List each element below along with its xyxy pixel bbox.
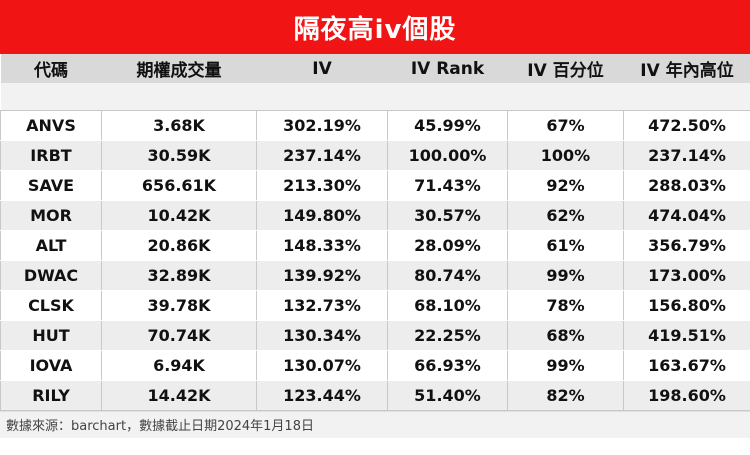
- source-note: 數據來源：barchart，數據截止日期2024年1月18日: [0, 410, 750, 438]
- table-row: ALT 20.86K 148.33% 28.09% 61% 356.79%: [0, 230, 750, 261]
- iv-percentile-cell: 61%: [507, 230, 624, 261]
- iv-rank-cell: 45.99%: [387, 109, 508, 141]
- iv-cell: 149.80%: [256, 200, 388, 231]
- ticker-cell: HUT: [0, 320, 102, 351]
- option-volume-cell: 656.61K: [101, 170, 257, 201]
- table-row: IRBT 30.59K 237.14% 100.00% 100% 237.14%: [0, 140, 750, 171]
- table-row: IOVA 6.94K 130.07% 66.93% 99% 163.67%: [0, 350, 750, 381]
- ticker-cell: MOR: [0, 200, 102, 231]
- iv-rank-cell: 51.40%: [387, 380, 508, 411]
- iv-cell: 237.14%: [256, 140, 388, 171]
- iv-rank-cell: 80.74%: [387, 260, 508, 291]
- iv-year-high-cell: 237.14%: [623, 140, 750, 171]
- iv-year-high-cell: 156.80%: [623, 290, 750, 321]
- ticker-cell: IRBT: [0, 140, 102, 171]
- header-iv-percentile: IV 百分位: [507, 54, 624, 83]
- spacer-row: [0, 83, 750, 110]
- header-iv: IV: [256, 54, 388, 83]
- option-volume-cell: 20.86K: [101, 230, 257, 261]
- ticker-cell: ALT: [0, 230, 102, 261]
- ticker-cell: DWAC: [0, 260, 102, 291]
- ticker-cell: CLSK: [0, 290, 102, 321]
- iv-rank-cell: 22.25%: [387, 320, 508, 351]
- header-iv-rank: IV Rank: [387, 54, 508, 83]
- iv-cell: 132.73%: [256, 290, 388, 321]
- iv-cell: 123.44%: [256, 380, 388, 411]
- table-title: 隔夜高iv個股: [0, 0, 750, 54]
- iv-rank-cell: 100.00%: [387, 140, 508, 171]
- option-volume-cell: 39.78K: [101, 290, 257, 321]
- table-row: SAVE 656.61K 213.30% 71.43% 92% 288.03%: [0, 170, 750, 201]
- option-volume-cell: 6.94K: [101, 350, 257, 381]
- option-volume-cell: 10.42K: [101, 200, 257, 231]
- iv-percentile-cell: 68%: [507, 320, 624, 351]
- iv-cell: 130.07%: [256, 350, 388, 381]
- iv-year-high-cell: 356.79%: [623, 230, 750, 261]
- iv-rank-cell: 28.09%: [387, 230, 508, 261]
- header-ticker: 代碼: [0, 54, 102, 83]
- table-row: ANVS 3.68K 302.19% 45.99% 67% 472.50%: [0, 109, 750, 141]
- iv-percentile-cell: 82%: [507, 380, 624, 411]
- iv-percentile-cell: 62%: [507, 200, 624, 231]
- iv-year-high-cell: 472.50%: [623, 109, 750, 141]
- iv-cell: 130.34%: [256, 320, 388, 351]
- ticker-cell: RILY: [0, 380, 102, 411]
- iv-percentile-cell: 92%: [507, 170, 624, 201]
- table-row: MOR 10.42K 149.80% 30.57% 62% 474.04%: [0, 200, 750, 231]
- iv-year-high-cell: 419.51%: [623, 320, 750, 351]
- iv-percentile-cell: 100%: [507, 140, 624, 171]
- iv-rank-cell: 30.57%: [387, 200, 508, 231]
- iv-cell: 148.33%: [256, 230, 388, 261]
- header-row: 代碼 期權成交量 IV IV Rank IV 百分位 IV 年內高位: [0, 54, 750, 83]
- header-iv-year-high: IV 年內高位: [623, 54, 750, 83]
- iv-year-high-cell: 173.00%: [623, 260, 750, 291]
- iv-cell: 302.19%: [256, 109, 388, 141]
- table-row: RILY 14.42K 123.44% 51.40% 82% 198.60%: [0, 380, 750, 411]
- iv-percentile-cell: 99%: [507, 260, 624, 291]
- option-volume-cell: 30.59K: [101, 140, 257, 171]
- iv-year-high-cell: 163.67%: [623, 350, 750, 381]
- table-row: HUT 70.74K 130.34% 22.25% 68% 419.51%: [0, 320, 750, 351]
- ticker-cell: SAVE: [0, 170, 102, 201]
- option-volume-cell: 14.42K: [101, 380, 257, 411]
- iv-rank-cell: 71.43%: [387, 170, 508, 201]
- header-option-volume: 期權成交量: [101, 54, 257, 83]
- iv-rank-cell: 66.93%: [387, 350, 508, 381]
- iv-year-high-cell: 474.04%: [623, 200, 750, 231]
- option-volume-cell: 32.89K: [101, 260, 257, 291]
- ticker-cell: IOVA: [0, 350, 102, 381]
- iv-table: 代碼 期權成交量 IV IV Rank IV 百分位 IV 年內高位 ANVS 3…: [0, 54, 750, 411]
- ticker-cell: ANVS: [0, 109, 102, 141]
- iv-percentile-cell: 67%: [507, 109, 624, 141]
- iv-percentile-cell: 99%: [507, 350, 624, 381]
- iv-rank-cell: 68.10%: [387, 290, 508, 321]
- table-row: DWAC 32.89K 139.92% 80.74% 99% 173.00%: [0, 260, 750, 291]
- option-volume-cell: 70.74K: [101, 320, 257, 351]
- iv-year-high-cell: 288.03%: [623, 170, 750, 201]
- iv-percentile-cell: 78%: [507, 290, 624, 321]
- iv-year-high-cell: 198.60%: [623, 380, 750, 411]
- table-row: CLSK 39.78K 132.73% 68.10% 78% 156.80%: [0, 290, 750, 321]
- iv-cell: 213.30%: [256, 170, 388, 201]
- iv-cell: 139.92%: [256, 260, 388, 291]
- option-volume-cell: 3.68K: [101, 109, 257, 141]
